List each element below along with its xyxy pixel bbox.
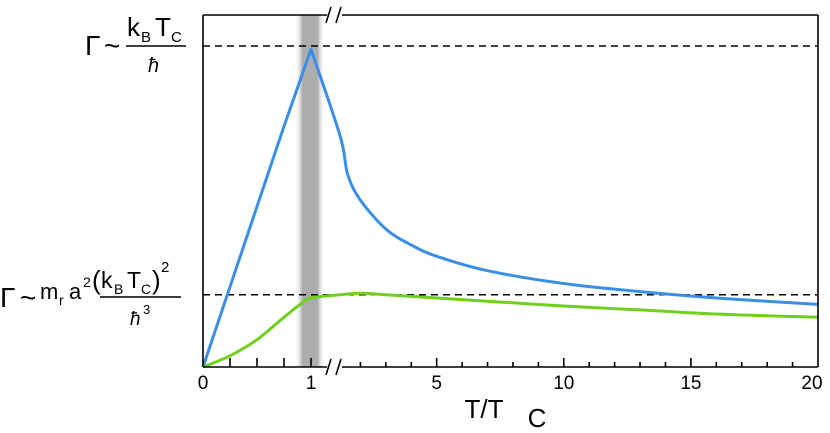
axis-break-bottom: [325, 358, 332, 376]
x-tick-label: 10: [553, 373, 574, 394]
k-lower: k: [101, 267, 113, 293]
a: a: [69, 279, 82, 304]
T-lower: T: [127, 267, 141, 293]
reference-lines: [203, 45, 818, 296]
axis-break-top: [325, 6, 332, 24]
x-tick-label: 15: [680, 373, 701, 394]
paren-open: (: [92, 265, 101, 295]
hbar-sup: 3: [143, 302, 150, 317]
axis-break-bottom: [335, 358, 342, 376]
y-label-upper: Γ ~ k B T C ħ: [85, 12, 186, 77]
x-tick-labels: 0 1 5 10 15 20: [198, 373, 823, 394]
k-sub-lower: B: [114, 281, 123, 297]
paren-close: ): [152, 265, 161, 295]
tilde: ~: [104, 30, 120, 61]
m: m: [40, 279, 58, 304]
a-sup: 2: [83, 274, 91, 290]
x-tick-label: 1: [306, 373, 317, 394]
series-line-2: [202, 291, 819, 369]
square-sup: 2: [161, 259, 169, 276]
x-tick-label: 20: [801, 373, 822, 394]
T-sub: C: [171, 29, 182, 46]
hbar-lower: ħ: [130, 309, 141, 330]
gamma-symbol-lower: Γ: [0, 282, 15, 313]
gamma-symbol: Γ: [85, 30, 100, 61]
series-line-1: [201, 47, 819, 368]
m-sub: r: [59, 292, 64, 308]
y-label-lower: Γ ~ m r a 2 ( k B T C ) 2 ħ 3: [0, 259, 181, 330]
k: k: [127, 12, 141, 42]
x-tick-label: 0: [198, 373, 209, 394]
T: T: [155, 12, 171, 42]
plot-frame: [202, 6, 819, 376]
tilde-lower: ~: [20, 282, 36, 313]
hbar: ħ: [148, 55, 159, 77]
k-sub: B: [141, 29, 151, 46]
axis-break-top: [335, 6, 342, 24]
x-tick-label: 5: [431, 373, 442, 394]
series-curves: [201, 47, 819, 369]
x-axis-title-sub: C: [528, 403, 547, 433]
transition-band: [295, 15, 325, 367]
T-sub-lower: C: [141, 281, 151, 297]
x-axis-title: T/T: [465, 394, 504, 424]
